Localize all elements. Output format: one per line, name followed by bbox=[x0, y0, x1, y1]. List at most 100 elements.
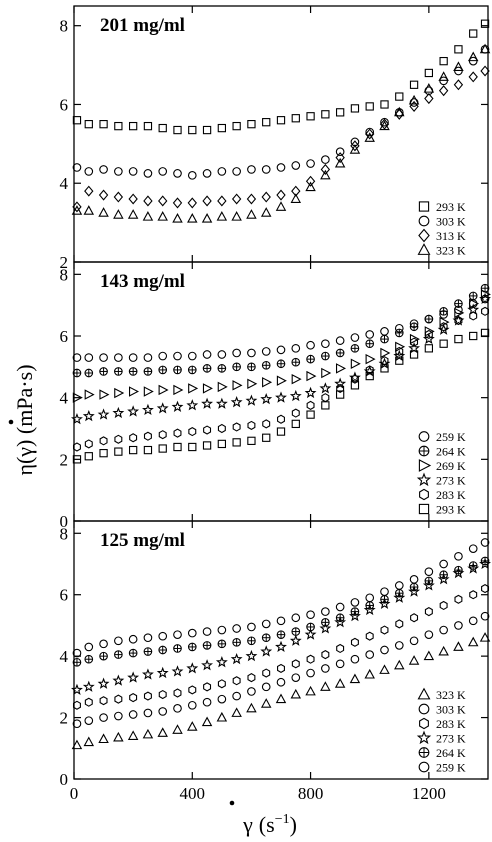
data-point bbox=[141, 668, 154, 680]
data-point bbox=[275, 391, 287, 403]
data-point bbox=[320, 169, 331, 180]
data-point bbox=[321, 618, 330, 627]
data-point bbox=[454, 315, 463, 326]
data-point bbox=[454, 307, 465, 319]
data-point bbox=[454, 621, 463, 630]
y-tick-label: 4 bbox=[60, 647, 69, 666]
data-point bbox=[408, 585, 421, 597]
data-point bbox=[365, 128, 375, 140]
data-point bbox=[202, 627, 212, 636]
data-point bbox=[187, 628, 197, 638]
legend-label: 323 K bbox=[436, 244, 466, 258]
legend-marker bbox=[417, 243, 431, 255]
data-point bbox=[335, 613, 345, 623]
data-point bbox=[143, 121, 153, 131]
data-point bbox=[114, 387, 125, 399]
data-point bbox=[424, 93, 434, 105]
data-point bbox=[172, 197, 183, 209]
x-axis-title: γ (s−1) bbox=[229, 800, 297, 837]
data-point bbox=[158, 167, 168, 176]
legend-marker bbox=[418, 445, 430, 457]
data-point bbox=[276, 345, 286, 355]
data-point bbox=[260, 698, 272, 708]
data-point bbox=[217, 679, 226, 689]
x-axis-title-part-1: γ bbox=[242, 812, 253, 837]
data-point bbox=[454, 334, 463, 344]
x-axis-title-part-2: (s bbox=[259, 812, 275, 837]
data-point bbox=[84, 642, 94, 652]
data-point bbox=[409, 80, 419, 89]
data-point bbox=[350, 607, 360, 616]
data-point bbox=[350, 140, 360, 152]
data-point bbox=[114, 353, 123, 362]
data-point bbox=[438, 85, 449, 97]
legend-marker bbox=[416, 730, 432, 745]
data-point bbox=[336, 643, 345, 654]
data-point bbox=[72, 201, 82, 213]
data-point bbox=[438, 71, 449, 81]
data-point bbox=[114, 447, 123, 456]
data-point bbox=[395, 341, 406, 353]
data-point bbox=[72, 719, 82, 729]
data-point bbox=[84, 697, 93, 707]
data-point bbox=[453, 79, 464, 91]
data-point bbox=[201, 716, 213, 727]
data-point bbox=[306, 159, 315, 168]
data-point bbox=[173, 428, 182, 438]
data-point bbox=[276, 616, 286, 626]
data-point bbox=[143, 367, 153, 376]
data-point bbox=[99, 651, 108, 661]
y-tick-label: 6 bbox=[60, 327, 69, 346]
data-point bbox=[439, 56, 448, 66]
data-point bbox=[262, 377, 273, 388]
data-point bbox=[261, 619, 271, 629]
data-point bbox=[173, 125, 182, 135]
legend-label: 293 K bbox=[436, 503, 466, 517]
data-point bbox=[99, 696, 108, 706]
data-point bbox=[202, 641, 212, 650]
data-point bbox=[454, 45, 463, 54]
data-point bbox=[321, 664, 330, 673]
data-point bbox=[158, 707, 168, 716]
data-point bbox=[261, 165, 271, 174]
data-point bbox=[114, 636, 123, 646]
data-point bbox=[334, 157, 346, 168]
data-point bbox=[188, 383, 199, 394]
data-point bbox=[275, 201, 287, 211]
panel-title: 143 mg/ml bbox=[100, 271, 185, 292]
legend-label: 269 K bbox=[436, 459, 466, 473]
data-point bbox=[276, 116, 286, 125]
data-point bbox=[99, 436, 108, 446]
data-point bbox=[173, 630, 182, 639]
data-point bbox=[262, 118, 271, 127]
data-point bbox=[143, 386, 154, 397]
data-point bbox=[172, 213, 183, 223]
legend-marker bbox=[418, 747, 430, 758]
data-point bbox=[112, 406, 125, 419]
data-point bbox=[454, 551, 463, 561]
data-point bbox=[129, 433, 138, 443]
data-point bbox=[158, 645, 168, 655]
data-point bbox=[276, 189, 286, 201]
legend-marker bbox=[418, 201, 430, 212]
data-point bbox=[423, 83, 435, 93]
legend-marker bbox=[419, 488, 429, 501]
data-point bbox=[480, 65, 490, 77]
data-point bbox=[319, 622, 332, 634]
data-point bbox=[113, 731, 124, 742]
data-point bbox=[217, 167, 227, 176]
data-point bbox=[72, 455, 82, 464]
data-point bbox=[217, 381, 228, 393]
data-point bbox=[306, 370, 317, 382]
data-point bbox=[247, 420, 256, 431]
data-point bbox=[321, 393, 330, 403]
data-point bbox=[424, 607, 433, 617]
legend-label: 313 K bbox=[436, 229, 466, 243]
data-point bbox=[408, 655, 420, 665]
data-point bbox=[128, 121, 138, 131]
data-point bbox=[394, 641, 404, 650]
data-point bbox=[365, 631, 374, 641]
data-point bbox=[321, 607, 330, 616]
